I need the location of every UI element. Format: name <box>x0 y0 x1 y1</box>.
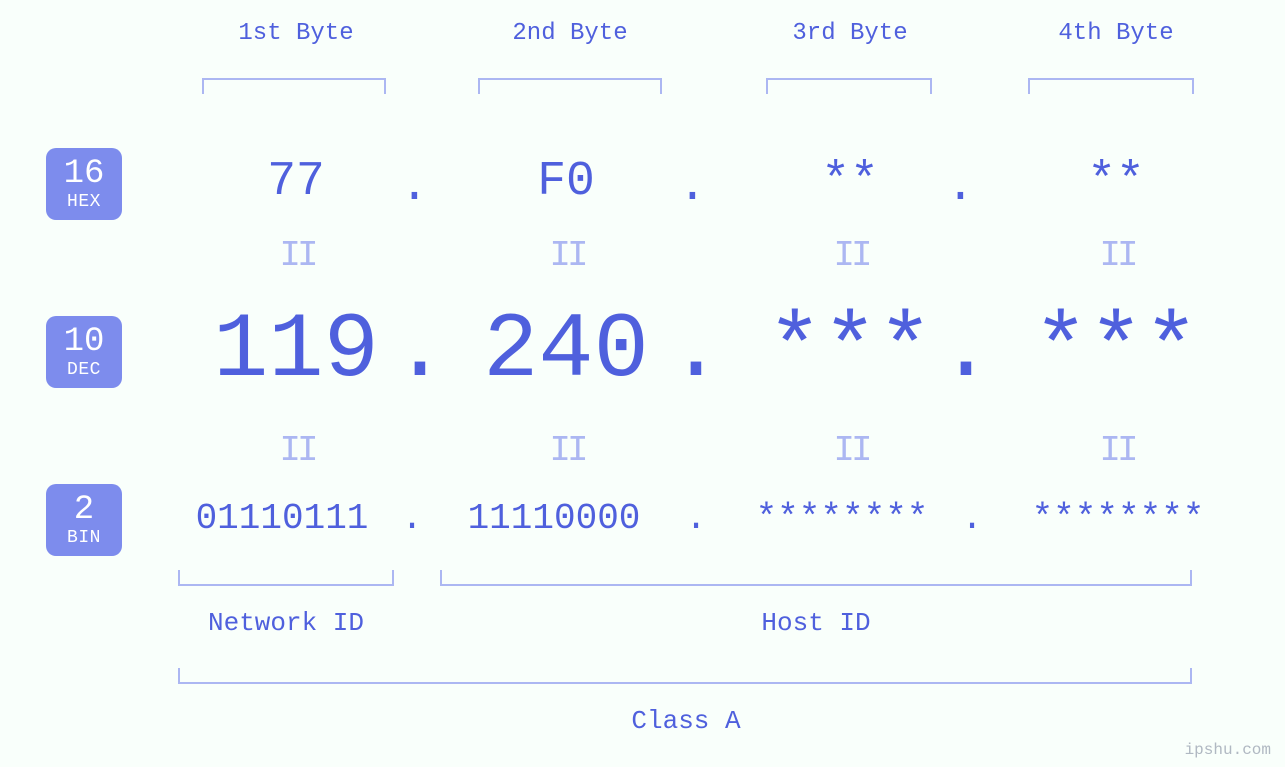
eq-dec-4: II <box>1096 430 1138 471</box>
eq-hex-2: II <box>546 235 588 276</box>
bin-byte-4: ******** <box>1004 498 1232 539</box>
dec-byte-1: 119 <box>180 298 412 403</box>
watermark: ipshu.com <box>1185 741 1271 759</box>
dec-dot-3: . <box>936 298 996 403</box>
hex-dot-2: . <box>678 160 702 214</box>
byte-label-2: 2nd Byte <box>470 20 670 47</box>
dec-dot-1: . <box>390 298 450 403</box>
label-host-id: Host ID <box>756 608 876 638</box>
byte-label-1: 1st Byte <box>196 20 396 47</box>
hex-byte-3: ** <box>786 155 914 209</box>
badge-dec-lbl: DEC <box>67 361 101 379</box>
bracket-network-id <box>178 570 394 586</box>
eq-dec-2: II <box>546 430 588 471</box>
badge-bin-lbl: BIN <box>67 529 101 547</box>
hex-byte-1: 77 <box>232 155 360 209</box>
bin-byte-3: ******** <box>728 498 956 539</box>
dec-byte-4: *** <box>1000 298 1232 403</box>
bin-byte-2: 11110000 <box>440 498 668 539</box>
eq-hex-1: II <box>276 235 318 276</box>
bin-byte-1: 01110111 <box>168 498 396 539</box>
hex-byte-2: F0 <box>502 155 630 209</box>
eq-hex-4: II <box>1096 235 1138 276</box>
eq-dec-3: II <box>830 430 872 471</box>
badge-hex: 16 HEX <box>46 148 122 220</box>
byte-label-4: 4th Byte <box>1016 20 1216 47</box>
bin-dot-3: . <box>960 498 984 539</box>
badge-dec: 10 DEC <box>46 316 122 388</box>
bin-dot-1: . <box>400 498 424 539</box>
dec-byte-3: *** <box>734 298 966 403</box>
hex-dot-3: . <box>946 160 970 214</box>
bracket-top-1 <box>202 78 386 94</box>
bracket-top-4 <box>1028 78 1194 94</box>
bracket-top-2 <box>478 78 662 94</box>
badge-bin-num: 2 <box>74 493 94 527</box>
hex-byte-4: ** <box>1052 155 1180 209</box>
label-class: Class A <box>620 706 752 736</box>
byte-label-3: 3rd Byte <box>750 20 950 47</box>
eq-dec-1: II <box>276 430 318 471</box>
eq-hex-3: II <box>830 235 872 276</box>
badge-hex-num: 16 <box>64 157 105 191</box>
bracket-top-3 <box>766 78 932 94</box>
hex-dot-1: . <box>400 160 424 214</box>
badge-bin: 2 BIN <box>46 484 122 556</box>
label-network-id: Network ID <box>206 608 366 638</box>
bin-dot-2: . <box>684 498 708 539</box>
badge-hex-lbl: HEX <box>67 193 101 211</box>
badge-dec-num: 10 <box>64 325 105 359</box>
dec-dot-2: . <box>666 298 726 403</box>
bracket-host-id <box>440 570 1192 586</box>
dec-byte-2: 240 <box>450 298 682 403</box>
bracket-class <box>178 668 1192 684</box>
